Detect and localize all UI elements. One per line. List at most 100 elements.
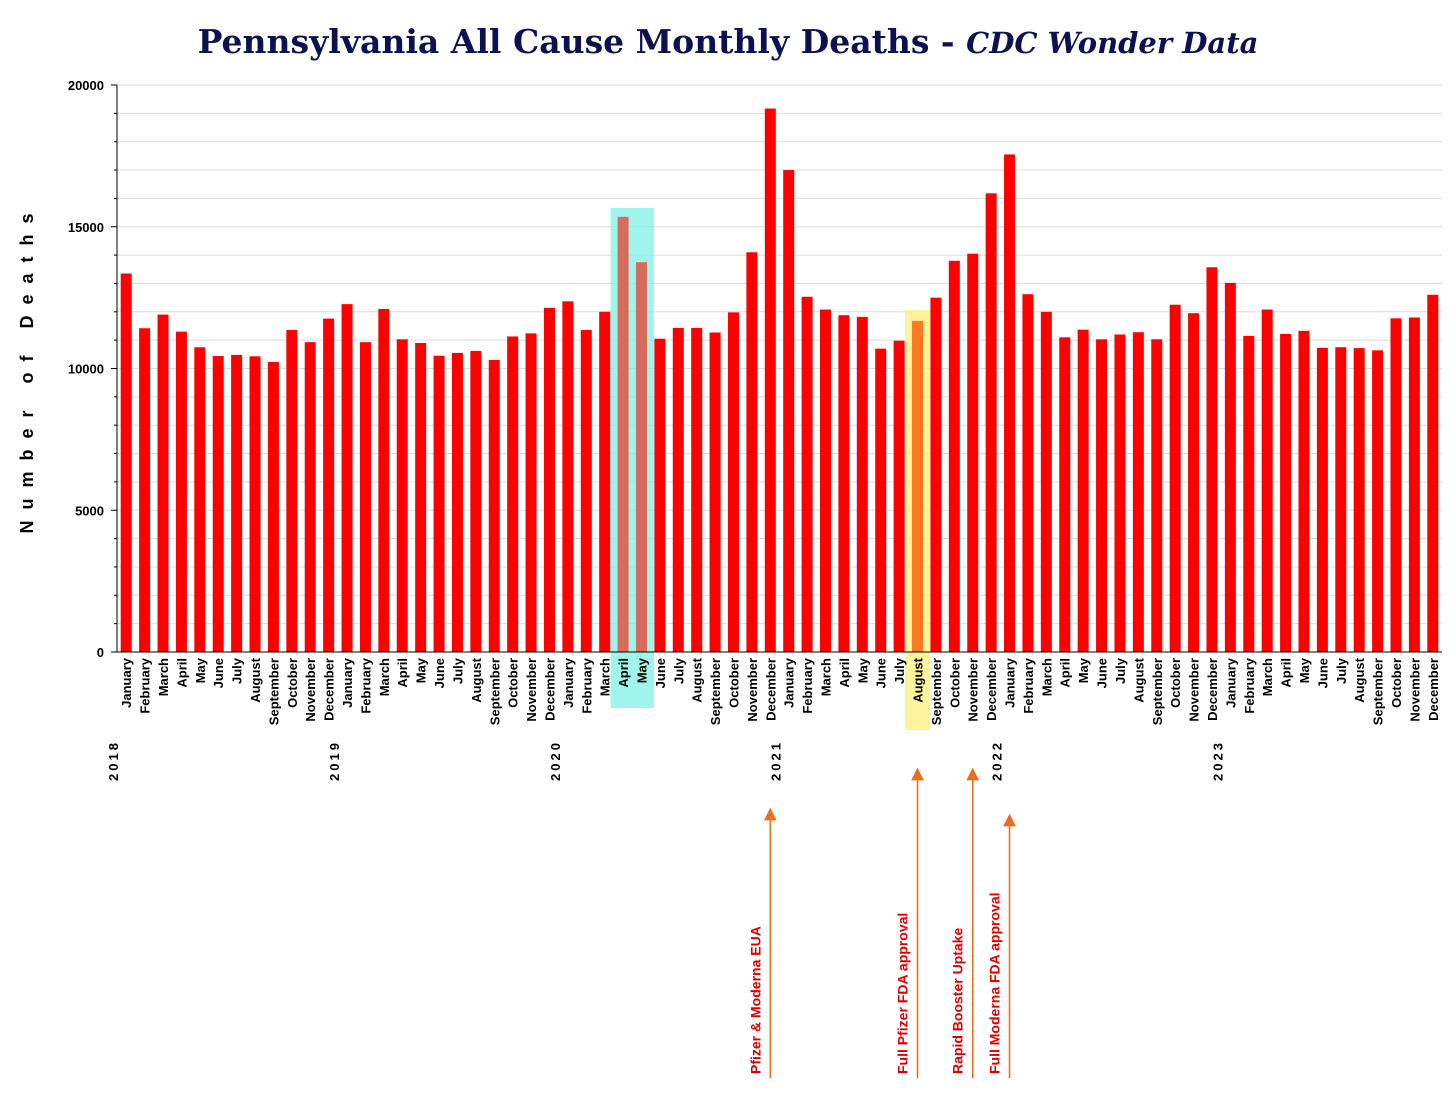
bar-january xyxy=(1004,154,1016,652)
bar-november xyxy=(1408,317,1420,652)
x-tick-label-june: June xyxy=(653,658,668,688)
x-tick-label-may: May xyxy=(1076,657,1091,683)
x-tick-label-july: July xyxy=(450,657,465,684)
x-tick-label-june: June xyxy=(432,658,447,688)
bar-july xyxy=(1114,334,1126,652)
x-tick-label-april: April xyxy=(616,658,631,688)
bar-september xyxy=(267,361,279,652)
x-tick-label-january: January xyxy=(1003,657,1018,708)
x-tick-label-december: December xyxy=(984,658,999,721)
bar-october xyxy=(507,336,519,652)
bar-june xyxy=(654,338,666,652)
bar-may xyxy=(1298,330,1310,652)
x-tick-label-july: July xyxy=(892,657,907,684)
x-tick-label-august: August xyxy=(690,657,705,702)
bar-december xyxy=(985,193,997,652)
y-tick-label: 20000 xyxy=(68,78,104,93)
x-tick-label-may: May xyxy=(414,657,429,683)
annotation-label: Full Moderna FDA approval xyxy=(987,893,1003,1075)
x-tick-label-april: April xyxy=(1279,658,1294,688)
x-tick-label-march: March xyxy=(156,658,171,696)
x-tick-label-april: April xyxy=(174,658,189,688)
bar-december xyxy=(323,318,335,652)
x-tick-label-june: June xyxy=(874,658,889,688)
x-tick-label-april: April xyxy=(837,658,852,688)
bar-december xyxy=(1427,294,1439,652)
bar-august xyxy=(1132,332,1144,652)
x-tick-label-october: October xyxy=(1389,658,1404,708)
bar-november xyxy=(746,252,758,652)
bar-january xyxy=(1224,282,1236,652)
x-tick-label-december: December xyxy=(322,658,337,721)
x-tick-label-november: November xyxy=(966,658,981,722)
bar-august xyxy=(470,350,482,652)
x-tick-label-february: February xyxy=(1021,657,1036,713)
x-tick-label-january: January xyxy=(1223,657,1238,708)
year-label-2021: 2021 xyxy=(769,740,784,781)
x-tick-label-january: January xyxy=(782,657,797,708)
bar-july xyxy=(893,340,905,652)
x-tick-label-july: July xyxy=(1113,657,1128,684)
bar-july xyxy=(451,352,463,652)
bar-july xyxy=(1335,347,1347,652)
x-tick-label-january: January xyxy=(561,657,576,708)
grid-lines xyxy=(117,84,1442,625)
bar-september xyxy=(709,332,721,652)
bar-november xyxy=(967,253,979,652)
bar-january xyxy=(341,304,353,652)
bar-august xyxy=(912,320,924,652)
bar-june xyxy=(1316,347,1328,652)
bar-february xyxy=(139,328,151,652)
bar-february xyxy=(580,329,592,652)
x-tick-label-november: November xyxy=(303,658,318,722)
bar-november xyxy=(1188,313,1200,652)
x-tick-label-february: February xyxy=(1242,657,1257,713)
x-tick-label-march: March xyxy=(819,658,834,696)
x-tick-label-december: December xyxy=(1205,658,1220,721)
x-tick-label-august: August xyxy=(469,657,484,702)
bar-july xyxy=(231,354,243,652)
x-tick-label-november: November xyxy=(524,658,539,722)
y-tick-label: 5000 xyxy=(75,503,104,518)
x-tick-label-may: May xyxy=(193,657,208,683)
bar-november xyxy=(525,333,537,652)
bar-october xyxy=(1169,304,1181,652)
chart-title-main: Pennsylvania All Cause Monthly Deaths - xyxy=(197,22,967,61)
x-tick-label-december: December xyxy=(1426,658,1441,721)
x-tick-label-august: August xyxy=(911,657,926,702)
bar-june xyxy=(875,348,887,652)
bar-september xyxy=(930,297,942,652)
bar-january xyxy=(120,273,132,652)
bar-march xyxy=(1040,311,1052,652)
bar-september xyxy=(1372,350,1384,652)
bar-october xyxy=(286,329,298,652)
x-tick-label-november: November xyxy=(745,658,760,722)
x-tick-label-december: December xyxy=(763,658,778,721)
x-tick-label-may: May xyxy=(1297,657,1312,683)
x-tick-label-september: September xyxy=(708,658,723,725)
bar-january xyxy=(562,301,574,652)
x-tick-label-july: July xyxy=(1334,657,1349,684)
bar-april xyxy=(1059,337,1071,652)
x-tick-label-october: October xyxy=(947,658,962,708)
bar-december xyxy=(764,108,776,652)
bar-october xyxy=(1390,318,1402,652)
bar-december xyxy=(1206,267,1218,652)
bar-march xyxy=(820,309,832,652)
bar-april xyxy=(175,331,187,652)
bar-april xyxy=(617,216,629,652)
x-tick-label-february: February xyxy=(138,657,153,713)
year-label-2019: 2019 xyxy=(327,740,342,781)
bar-june xyxy=(212,356,224,652)
y-tick-label: 10000 xyxy=(68,362,104,377)
bar-march xyxy=(378,308,390,652)
bar-february xyxy=(801,296,813,652)
x-tick-label-october: October xyxy=(726,658,741,708)
annotations: Pfizer & Moderna EUA Full Pfizer FDA appr… xyxy=(747,767,1016,1078)
bar-march xyxy=(599,311,611,652)
y-tick-label: 15000 xyxy=(68,220,104,235)
bar-march xyxy=(157,314,169,652)
x-tick-label-february: February xyxy=(579,657,594,713)
bar-september xyxy=(1151,339,1163,652)
x-tick-label-april: April xyxy=(1058,658,1073,688)
